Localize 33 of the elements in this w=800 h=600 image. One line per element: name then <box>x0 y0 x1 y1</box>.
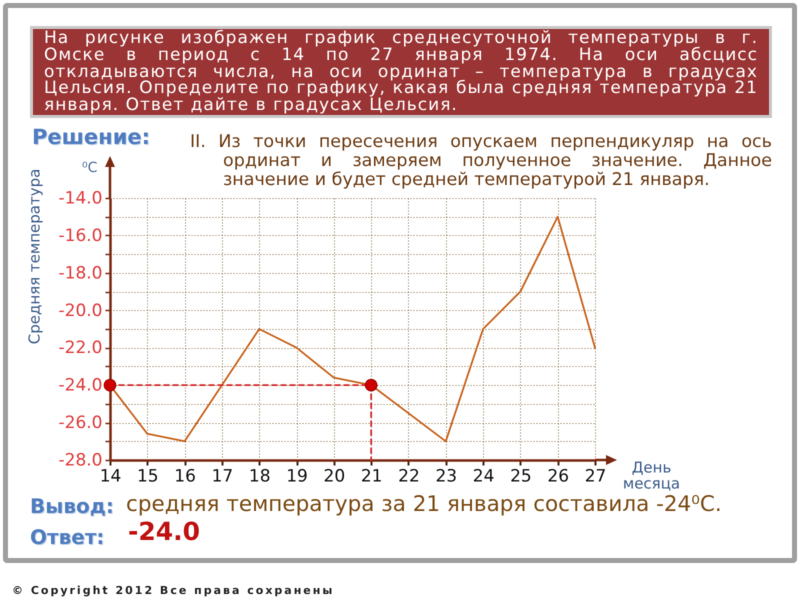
x-tick-label: 21 <box>360 466 382 486</box>
y-tick-label: -28.0 <box>58 450 102 470</box>
y-axis-title: Средняя температура <box>26 168 44 344</box>
x-tick-label: 23 <box>435 466 458 486</box>
text: Вывод: <box>30 494 114 518</box>
x-tick-label: 26 <box>547 466 570 486</box>
text: Ответ: <box>30 525 104 549</box>
x-tick-label: 15 <box>136 466 159 486</box>
x-tick-label: 14 <box>100 466 122 486</box>
x-axis-title: День месяца <box>622 458 680 492</box>
x-tick-label: 18 <box>248 466 271 486</box>
text: средняя температура за 21 января составила -24⁰C. <box>126 492 722 517</box>
x-tick-label: 20 <box>324 466 346 486</box>
y-tick-label: -26.0 <box>58 413 102 434</box>
x-tick-label: 22 <box>398 466 420 486</box>
x-tick-label: 19 <box>286 466 308 486</box>
x-tick-label: 16 <box>174 466 196 486</box>
y-tick-label: -20.0 <box>58 300 102 321</box>
chart-title: На рисунке изображен график среднесуточной температуры в г. Омске в период с 14 по 27 января 1974. На оси абсцисс откладываются числа, на оси ординат – температура в градусах Цельсия. Определите по графику, какая была средняя температура 21 января. Ответ дайте в градусах Цельсия. <box>30 26 772 118</box>
x-tick-label: 25 <box>510 466 532 486</box>
x-tick-label: 24 <box>472 466 494 486</box>
text: Решение: <box>32 125 150 149</box>
y-tick-label: -16.0 <box>58 226 102 246</box>
text: ⁰C <box>82 160 98 176</box>
y-tick-label: -24.0 <box>58 376 102 396</box>
text: © Copyright 2012 Все права сохранены <box>12 584 334 597</box>
text: II. Из точки пересечения опускаем перпендикуляр на ось ординат и замеряем полученное значение. Данное значение и будет средней температурой 21 января. <box>190 132 772 190</box>
x-tick-label: 17 <box>212 466 234 486</box>
y-tick-label: -18.0 <box>58 263 102 284</box>
y-tick-label: -22.0 <box>58 338 102 358</box>
y-tick-label: -14.0 <box>58 188 102 208</box>
x-tick-label: 27 <box>584 466 606 486</box>
text: -24.0 <box>128 517 200 546</box>
